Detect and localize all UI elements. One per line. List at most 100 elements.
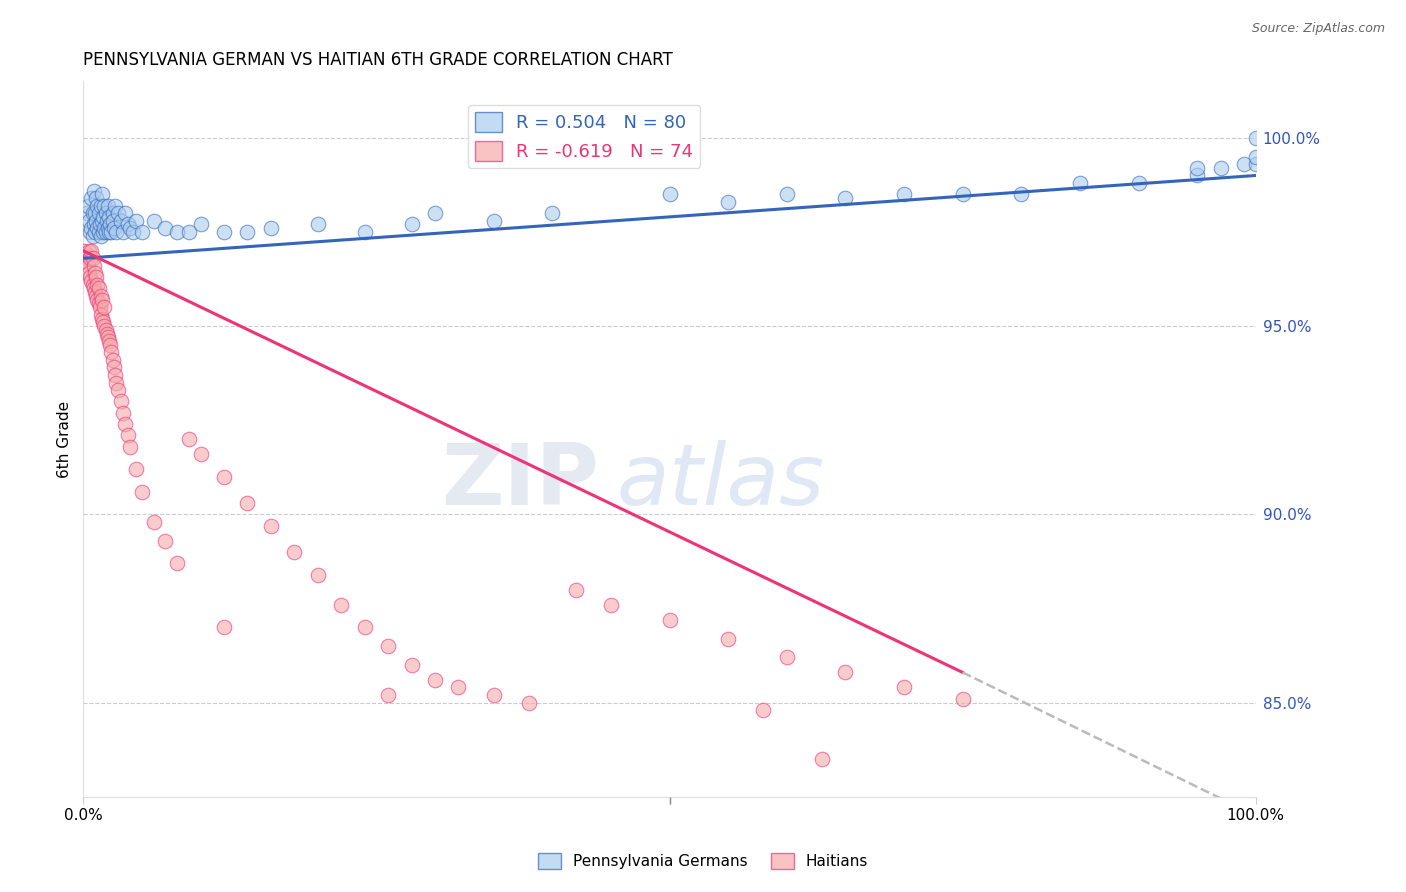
Point [952,187,974,202]
Point [330,598,353,612]
Point [82,277,104,292]
Point [212,225,235,239]
Point [89,218,111,232]
Point [110,213,132,227]
Point [91,311,114,326]
Point [83,281,105,295]
Point [90,289,112,303]
Point [1233,157,1256,171]
Point [87,296,110,310]
Point [90,198,112,212]
Point [307,567,329,582]
Point [482,688,505,702]
Point [86,198,108,212]
Point [83,218,105,232]
Point [283,545,305,559]
Text: ZIP: ZIP [441,441,599,524]
Point [91,187,114,202]
Point [125,462,148,476]
Point [80,191,103,205]
Point [155,221,177,235]
Point [96,213,118,227]
Point [82,252,104,266]
Point [90,308,112,322]
Point [112,225,135,239]
Point [79,225,101,239]
Point [84,191,107,205]
Point [1244,150,1267,164]
Point [112,406,135,420]
Point [100,225,122,239]
Legend: R = 0.504   N = 80, R = -0.619   N = 74: R = 0.504 N = 80, R = -0.619 N = 74 [468,104,700,168]
Point [75,252,97,266]
Point [97,221,120,235]
Point [260,221,283,235]
Point [353,225,375,239]
Point [80,274,103,288]
Point [190,447,212,461]
Point [482,213,505,227]
Point [87,206,110,220]
Point [79,270,101,285]
Point [166,225,188,239]
Point [87,225,110,239]
Point [377,688,399,702]
Point [776,650,799,665]
Point [377,639,399,653]
Point [236,496,259,510]
Point [80,244,103,258]
Point [94,206,117,220]
Point [86,293,108,307]
Point [79,252,101,266]
Point [834,191,856,205]
Point [84,289,107,303]
Point [125,213,148,227]
Point [811,752,834,766]
Point [82,206,104,220]
Point [93,319,115,334]
Point [76,206,98,220]
Point [87,281,110,295]
Point [599,598,621,612]
Y-axis label: 6th Grade: 6th Grade [58,401,72,477]
Point [717,194,740,209]
Point [401,657,423,672]
Point [131,484,153,499]
Point [91,210,114,224]
Point [658,187,681,202]
Point [101,206,124,220]
Legend: Pennsylvania Germans, Haitians: Pennsylvania Germans, Haitians [531,847,875,875]
Point [77,244,100,258]
Point [104,368,127,382]
Point [564,582,586,597]
Point [100,345,122,359]
Point [307,218,329,232]
Point [177,432,200,446]
Point [834,665,856,680]
Point [1069,176,1091,190]
Point [101,213,124,227]
Point [142,515,165,529]
Point [1209,161,1232,175]
Point [97,330,120,344]
Point [98,334,121,348]
Point [101,353,124,368]
Point [1010,187,1032,202]
Point [105,225,128,239]
Point [83,184,105,198]
Point [77,259,100,273]
Point [541,206,564,220]
Point [447,681,470,695]
Point [401,218,423,232]
Point [86,277,108,292]
Point [91,293,114,307]
Point [120,221,142,235]
Point [1244,131,1267,145]
Point [93,198,115,212]
Point [120,440,142,454]
Point [117,428,139,442]
Point [91,213,114,227]
Point [84,266,107,280]
Point [93,300,115,314]
Point [76,255,98,269]
